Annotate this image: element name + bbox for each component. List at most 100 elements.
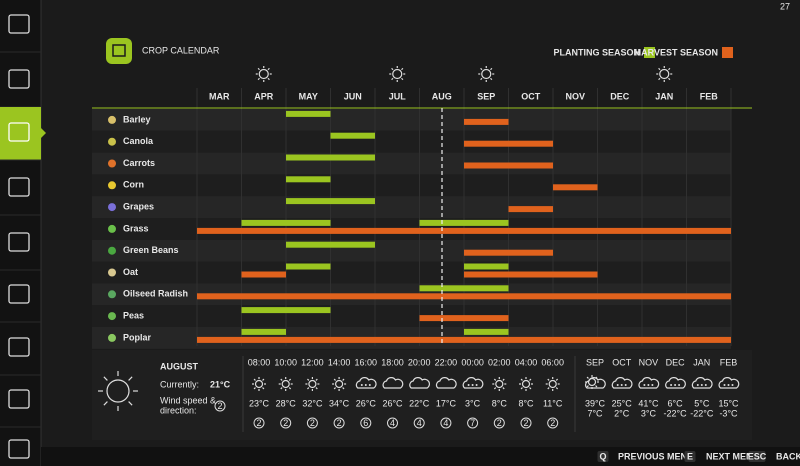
hour-label: 02:00 [488,357,511,367]
sun-core [106,379,130,403]
weather-icon-ray [262,378,265,381]
weather-icon-drop [696,384,699,386]
sun-ray [128,401,133,406]
forecast-month: FEB [720,357,738,367]
weather-icon-ray [529,387,532,390]
season-icon-ray [257,67,260,71]
key-label: Q [599,451,606,461]
weather-icon [548,379,557,389]
hour-temp: 3°C [465,398,481,408]
planting-bar [241,307,331,314]
legend-planting-swatch [644,47,655,58]
wind-dial [253,417,265,429]
sun-ray [103,376,108,381]
month-label: OCT [521,91,541,101]
weather-icon-ray [253,387,256,390]
season-icon-ray [267,77,270,81]
season-icon-ray [668,67,671,71]
weather-icon-ray [502,378,505,381]
forecast-high: 15°C [718,398,739,408]
month-label: MAR [209,91,230,101]
crop-icon [108,159,116,168]
harvest-bar [197,293,731,300]
weather-icon-ray [493,378,497,381]
season-icon-ray [267,67,270,71]
crop-name: Poplar [123,332,152,342]
harvest-bar [464,140,553,147]
hour-wind: 2 [310,418,315,428]
weather-icon-drop [700,384,703,386]
forecast-month: DEC [666,357,686,367]
crop-icon [108,268,116,277]
sun-ray [128,376,133,381]
hour-label: 08:00 [248,357,271,367]
weather-icon-drop [616,384,619,386]
hour-temp: 23°C [249,398,270,408]
key-badge [597,451,609,462]
season-icon [392,68,403,80]
hour-label: 10:00 [274,357,297,367]
weather-icon-ray [520,387,523,390]
season-icon-ray [257,77,260,81]
sidebar-icon [8,122,30,142]
hour-temp: 32°C [302,398,323,408]
planting-bar [286,263,331,270]
forecast: 08:0023°C210:0028°C212:0032°C214:0034°C2… [248,357,740,429]
forecast-month: NOV [639,357,659,367]
weather-icon-drop [670,384,673,386]
forecast-high: 5°C [694,398,710,408]
sidebar-icon [8,284,30,304]
forecast-low: 2°C [614,408,630,418]
weather-icon-cloud [462,377,484,389]
harvest-bar [197,227,731,234]
forecast-low: 7°C [587,408,603,418]
month-label: SEP [477,91,495,101]
hour-temp: 28°C [276,398,297,408]
weather-icon-ray [529,378,532,381]
wind-dial [214,400,226,412]
wind-dial [333,417,345,429]
planting-bar [241,219,331,226]
key-label: E [687,451,693,461]
hour-label: 12:00 [301,357,324,367]
planting-bar [464,263,509,270]
wind-dial [387,417,398,429]
hour-temp: 8°C [518,398,534,408]
season-icon-ray [490,77,493,81]
weather-icon-ray [493,387,497,390]
planting-bar [286,198,375,205]
current-temp: 21°C [210,379,231,389]
weather-icon-drop [620,384,623,386]
hour-wind: 2 [497,418,502,428]
sidebar-icon [8,232,30,252]
forecast-low: -22°C [690,408,714,418]
weather-icon-drop [723,384,726,386]
wind-dial [467,417,479,429]
season-icon [258,68,269,80]
key-badge [748,451,766,462]
weather-icon-ray [307,387,310,390]
weather-icon-ray [520,378,523,381]
weather-icon-ray [280,378,283,381]
weather-icon-drop [674,384,677,386]
harvest-bar [553,184,598,191]
footer-bar [41,447,800,466]
season-icon [481,68,492,80]
harvest-bar [419,315,509,322]
hour-temp: 11°C [543,398,563,408]
wind-dial [440,417,452,429]
wind-dial [280,417,292,429]
sun-ray [103,401,108,406]
crop-name: Barley [123,114,151,124]
sidebar-icon [8,177,30,197]
hour-label: 22:00 [435,357,458,367]
season-icon-ray [480,77,483,81]
sidebar-notch [41,128,46,138]
crop-icon [108,181,116,190]
wind-label: direction: [160,405,197,415]
weather-icon-drop [467,384,470,386]
weather-icon-cloud [718,377,740,389]
season-icon-ray [391,77,394,81]
forecast-low: -22°C [664,408,688,418]
season-icon-ray [401,77,404,81]
